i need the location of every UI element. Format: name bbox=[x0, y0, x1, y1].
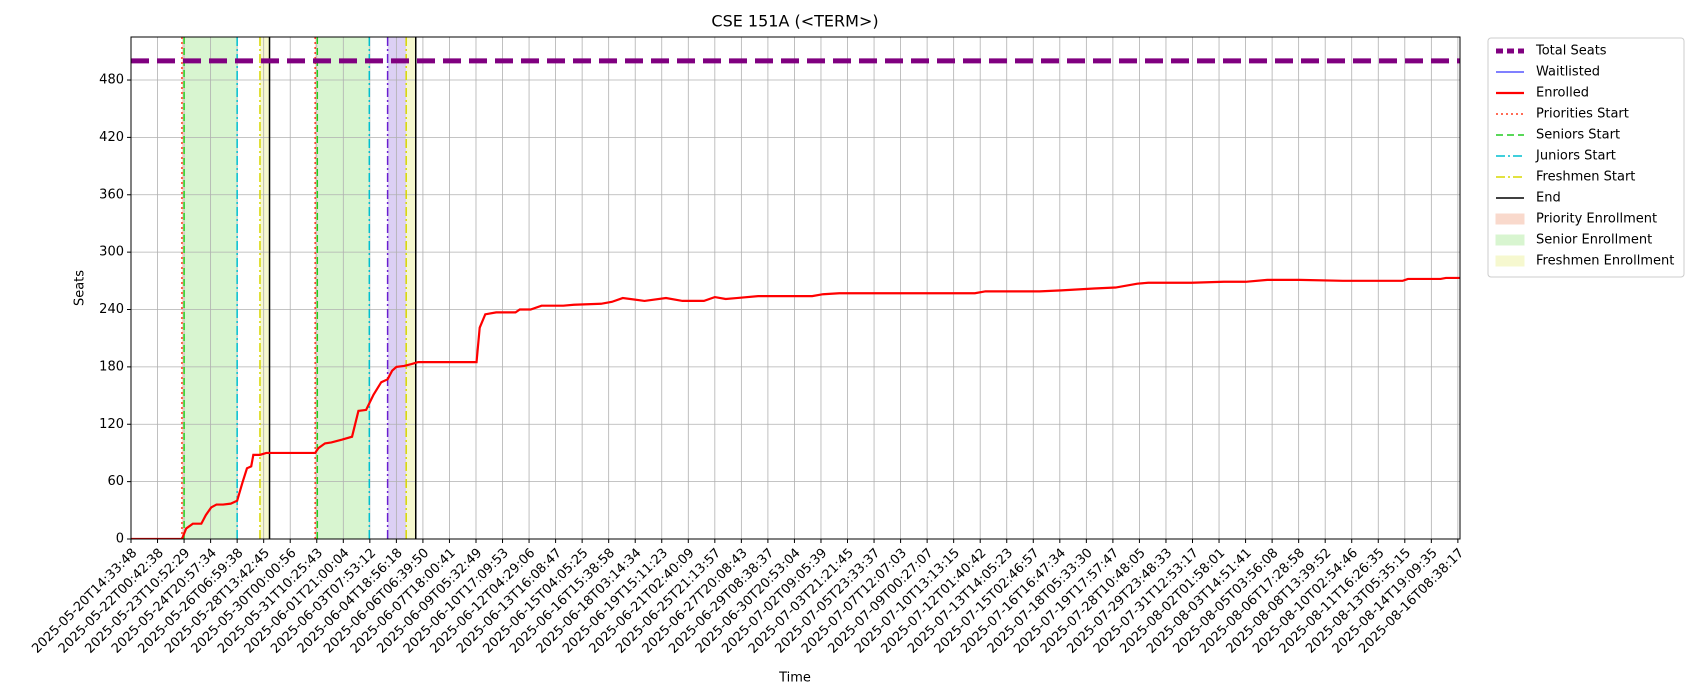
legend-swatch bbox=[1495, 213, 1525, 225]
legend-label: End bbox=[1536, 191, 1561, 206]
legend-label: Freshmen Start bbox=[1536, 170, 1635, 185]
legend-label: Priority Enrollment bbox=[1536, 212, 1657, 227]
legend-label: Senior Enrollment bbox=[1536, 233, 1652, 248]
legend-swatch bbox=[1495, 234, 1525, 246]
legend-label: Priorities Start bbox=[1536, 107, 1629, 122]
x-axis-label: Time bbox=[778, 671, 811, 686]
legend-label: Seniors Start bbox=[1536, 128, 1620, 143]
y-tick-label: 180 bbox=[99, 359, 124, 374]
legend-swatch bbox=[1495, 255, 1525, 267]
legend-box bbox=[1487, 37, 1685, 278]
enrollment-span bbox=[181, 37, 185, 539]
enrollment-span bbox=[406, 37, 416, 539]
y-axis-label: Seats bbox=[73, 270, 88, 306]
y-tick-label: 60 bbox=[107, 474, 124, 489]
y-tick-label: 420 bbox=[99, 130, 124, 145]
legend-label: Freshmen Enrollment bbox=[1536, 254, 1674, 269]
y-tick-label: 480 bbox=[99, 73, 124, 88]
plot-frame bbox=[130, 36, 1461, 540]
legend-label: Waitlisted bbox=[1536, 65, 1600, 80]
series-line bbox=[131, 276, 1460, 539]
legend-label: Enrolled bbox=[1536, 86, 1589, 101]
y-tick-label: 300 bbox=[99, 245, 124, 260]
enrollment-span bbox=[315, 37, 318, 539]
y-tick-label: 0 bbox=[116, 532, 124, 547]
enrollment-span bbox=[387, 37, 407, 539]
y-tick-label: 360 bbox=[99, 187, 124, 202]
y-tick-label: 120 bbox=[99, 417, 124, 432]
chart-title: CSE 151A (<TERM>) bbox=[711, 12, 878, 31]
legend-label: Total Seats bbox=[1535, 44, 1607, 59]
legend-label: Juniors Start bbox=[1535, 149, 1616, 164]
enrollment-span bbox=[259, 37, 270, 539]
y-tick-label: 240 bbox=[99, 302, 124, 317]
